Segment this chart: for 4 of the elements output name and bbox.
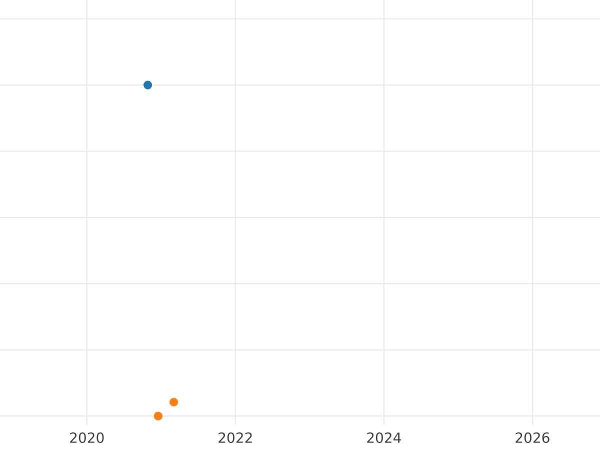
x-tick-label: 2024 <box>367 432 401 443</box>
x-tick-label: 2020 <box>70 432 104 443</box>
x-tick-label: 2022 <box>218 432 252 443</box>
x-tick-label: 2026 <box>516 432 550 443</box>
